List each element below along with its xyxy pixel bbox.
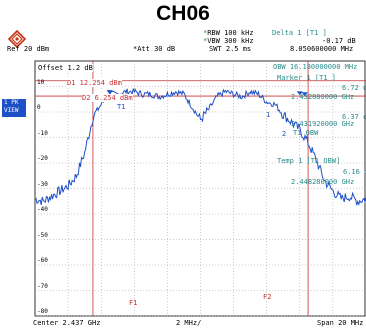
marker-symbol [301,92,308,97]
delta-marker-1-label: 1 [266,111,271,119]
y-tick-label: -80 [37,308,48,315]
t1-obw-title: T1 OBW [293,129,319,137]
y-tick-label: -40 [37,206,48,213]
delta-marker-freq: 8.050600000 MHz [290,45,354,53]
span-per-div-label: 2 MHz/ [176,319,202,327]
display-line-d1: D1 12.254 dBm [67,79,122,87]
y-tick-label: -70 [37,282,48,290]
span-label: Span 20 MHz [317,319,364,327]
marker-symbol [296,91,303,96]
marker1-level: 6.72 dBm [342,84,366,92]
trace-view-badge[interactable]: 1 PK VIEW [2,99,26,117]
temp-freq: 2.448280000 GHz [291,178,355,186]
y-tick-label: -10 [37,129,48,137]
t1-obw-freq: 2.431920000 GHz [291,120,355,128]
temp-level: 6.16 dBm [343,168,366,176]
f1-line-label: F1 [129,299,138,307]
display-line-d2: D2 6.254 dBm [82,94,133,102]
t1-obw-level: 6.37 dBm [342,113,366,121]
obw-readout: OBW 16.180000000 MHz [273,63,358,71]
vbw-label: *VBW 300 kHz [203,37,254,45]
marker1-freq: 2.432880000 GHz [291,93,355,101]
offset-label: Offset 1.2 dB [38,64,93,72]
page-title: CH06 [156,2,210,25]
y-tick-label: -60 [37,257,48,264]
delta-marker-value: -0.17 dB [322,37,356,45]
marker1-title: Marker 1 [T1 ] [277,74,337,82]
ref-level-label: Ref 20 dBm [7,45,50,53]
trace-view-label: VIEW [4,107,19,114]
delta-marker-title: Delta 1 [T1 ] [272,29,327,37]
temp-title: Temp 1 [T1 OBW] [277,157,341,165]
y-tick-label: 0 [37,104,41,111]
rbw-label: *RBW 100 kHz [203,29,254,37]
trace-mode-label: 1 PK [4,99,19,106]
f2-line-label: F2 [263,293,272,301]
y-tick-label: -50 [37,231,48,239]
marker-t1-label: T1 [117,103,126,111]
center-frequency-label: Center 2.437 GHz [33,319,101,327]
y-tick-label: -30 [37,180,48,188]
marker-symbol [106,90,113,95]
swt-label: SWT 2.5 ms [209,45,252,53]
obw-marker-2-label: 2 [282,130,287,138]
rohde-schwarz-diamond-icon [8,30,26,48]
spectrum-trace [34,88,366,206]
attenuation-label: *Att 30 dB [133,45,176,53]
y-tick-label: -20 [37,155,48,162]
y-tick-label: 10 [37,78,45,86]
